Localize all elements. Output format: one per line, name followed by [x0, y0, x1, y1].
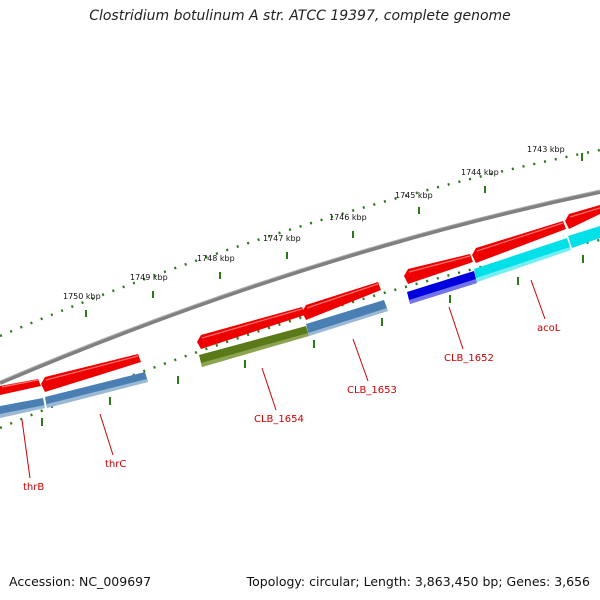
tick-labels: 1743 kbp 1744 kbp 1745 kbp 1746 kbp 1747…: [63, 145, 565, 301]
gene-bar-CLB_1653[interactable]: [306, 300, 388, 336]
cds-arrow[interactable]: [41, 354, 141, 392]
cds-arrow[interactable]: [302, 282, 381, 320]
topology-stats: Topology: circular; Length: 3,863,450 bp…: [246, 574, 590, 589]
cds-arrow[interactable]: [404, 254, 473, 284]
tick-label: 1747 kbp: [263, 234, 301, 243]
gene-features[interactable]: [0, 226, 600, 418]
gene-label-CLB_1654: CLB_1654: [254, 414, 304, 425]
gene-label-CLB_1653: CLB_1653: [347, 385, 397, 396]
inner-major-ticks: [41, 255, 584, 426]
gene-bar-next[interactable]: [568, 226, 600, 248]
gene-bar-thrB[interactable]: [0, 398, 45, 418]
gene-bar-thrC[interactable]: [45, 372, 148, 408]
cds-arrow[interactable]: [197, 307, 305, 349]
gene-label-thrB: thrB: [23, 482, 44, 493]
gene-bar-CLB_1654[interactable]: [199, 326, 309, 367]
accession-label: Accession: NC_009697: [9, 574, 152, 589]
gene-bar-acoL[interactable]: [474, 238, 571, 282]
tick-label: 1748 kbp: [197, 254, 235, 263]
outer-major-ticks: [85, 153, 583, 317]
cds-features[interactable]: [0, 205, 600, 395]
label-leaders: [21, 279, 546, 479]
gene-label-CLB_1652: CLB_1652: [444, 353, 494, 364]
map-title: Clostridium botulinum A str. ATCC 19397,…: [89, 8, 511, 24]
inner-tick-ring: [0, 238, 600, 430]
tick-label: 1746 kbp: [329, 213, 367, 222]
tick-label: 1749 kbp: [130, 273, 168, 282]
genome-backbone: [0, 190, 600, 385]
gene-label-thrC: thrC: [105, 459, 126, 470]
gene-label-acoL: acoL: [537, 323, 561, 334]
outer-tick-ring: [0, 148, 600, 338]
tick-label: 1750 kbp: [63, 292, 101, 301]
gene-labels: thrB thrC CLB_1654 CLB_1653 CLB_1652 aco…: [23, 323, 561, 493]
tick-label: 1745 kbp: [395, 191, 433, 200]
tick-label: 1744 kbp: [461, 168, 499, 177]
cds-arrow[interactable]: [0, 379, 41, 395]
tick-label: 1743 kbp: [527, 145, 565, 154]
cds-arrow[interactable]: [472, 221, 566, 263]
gene-bar-CLB_1652[interactable]: [407, 271, 477, 304]
